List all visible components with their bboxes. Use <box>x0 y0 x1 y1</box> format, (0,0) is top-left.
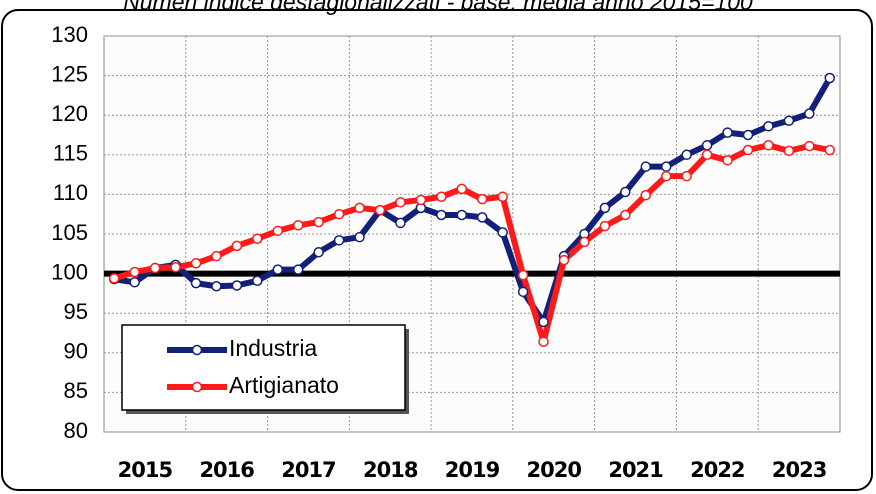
data-point <box>742 129 754 141</box>
data-point <box>272 225 284 237</box>
x-tick-label: 2022 <box>690 458 744 482</box>
y-tick-label: 130 <box>51 22 88 47</box>
x-tick-label: 2016 <box>199 458 254 482</box>
data-point <box>701 149 713 161</box>
data-point <box>456 183 468 195</box>
data-point <box>272 264 284 275</box>
data-point <box>415 194 427 206</box>
data-point <box>538 316 549 328</box>
data-point <box>149 262 161 274</box>
data-point <box>252 275 263 286</box>
data-point <box>599 202 611 214</box>
data-point <box>333 208 345 220</box>
data-point <box>436 209 447 221</box>
data-point <box>660 161 672 172</box>
data-point <box>783 115 795 126</box>
data-point <box>354 231 365 243</box>
data-point <box>292 220 304 231</box>
data-point <box>252 233 263 245</box>
y-tick-label: 115 <box>53 141 88 166</box>
legend-label: Industria <box>229 335 317 361</box>
data-point <box>824 72 836 84</box>
y-tick-label: 85 <box>64 378 88 403</box>
data-point <box>436 191 447 203</box>
y-tick-label: 125 <box>51 61 88 86</box>
data-point <box>456 209 468 221</box>
data-point <box>763 121 774 132</box>
data-point <box>640 189 652 201</box>
x-tick-label: 2023 <box>772 458 826 482</box>
y-tick-label: 95 <box>64 299 88 324</box>
data-point <box>313 246 324 258</box>
y-tick-label: 100 <box>51 259 88 284</box>
data-point <box>558 254 570 266</box>
legend-label: Artigianato <box>229 372 339 398</box>
x-tick-label: 2019 <box>445 458 500 482</box>
data-point <box>395 217 406 229</box>
data-point <box>497 191 508 203</box>
data-point <box>660 170 672 182</box>
data-point <box>374 204 386 216</box>
data-point <box>783 145 795 157</box>
y-tick-label: 105 <box>51 220 88 245</box>
data-point <box>824 144 836 156</box>
x-tick-label: 2017 <box>281 458 335 482</box>
data-point <box>395 197 406 208</box>
data-point <box>701 140 713 151</box>
data-point <box>231 240 243 252</box>
data-point <box>292 264 304 275</box>
data-point <box>231 280 243 291</box>
data-point <box>313 216 324 228</box>
data-point <box>763 140 774 151</box>
legend <box>121 324 406 411</box>
data-point <box>681 170 692 182</box>
data-point <box>333 235 345 246</box>
data-point <box>804 108 815 119</box>
x-tick-label: 2020 <box>527 458 582 482</box>
data-point <box>517 269 529 281</box>
data-point <box>129 266 140 278</box>
data-point <box>211 250 222 262</box>
y-tick-label: 80 <box>64 418 88 443</box>
data-point <box>476 193 488 205</box>
data-point <box>599 220 611 232</box>
data-point <box>538 336 549 347</box>
data-point <box>476 212 488 223</box>
chart-title: Numeri indice destagionalizzati - base: … <box>123 0 753 15</box>
data-point <box>681 149 692 161</box>
data-point <box>517 286 529 298</box>
data-point <box>190 258 202 269</box>
x-tick-label: 2015 <box>118 458 173 482</box>
data-point <box>108 273 120 284</box>
y-tick-label: 110 <box>53 180 88 205</box>
x-tick-label: 2018 <box>363 458 418 482</box>
data-point <box>722 155 733 166</box>
y-tick-label: 120 <box>51 101 88 126</box>
data-point <box>620 209 631 221</box>
legend-marker <box>191 381 203 393</box>
data-point <box>804 140 815 152</box>
legend-marker <box>191 344 203 356</box>
data-point <box>640 161 652 172</box>
data-point <box>129 277 140 288</box>
data-point <box>497 227 508 238</box>
data-point <box>620 186 631 198</box>
data-point <box>742 144 754 156</box>
data-point <box>579 236 590 248</box>
data-point <box>354 202 365 214</box>
y-tick-label: 90 <box>64 339 88 364</box>
data-point <box>211 281 222 292</box>
data-point <box>170 262 181 273</box>
data-point <box>190 277 202 289</box>
data-point <box>722 127 733 138</box>
x-tick-label: 2021 <box>608 458 663 482</box>
